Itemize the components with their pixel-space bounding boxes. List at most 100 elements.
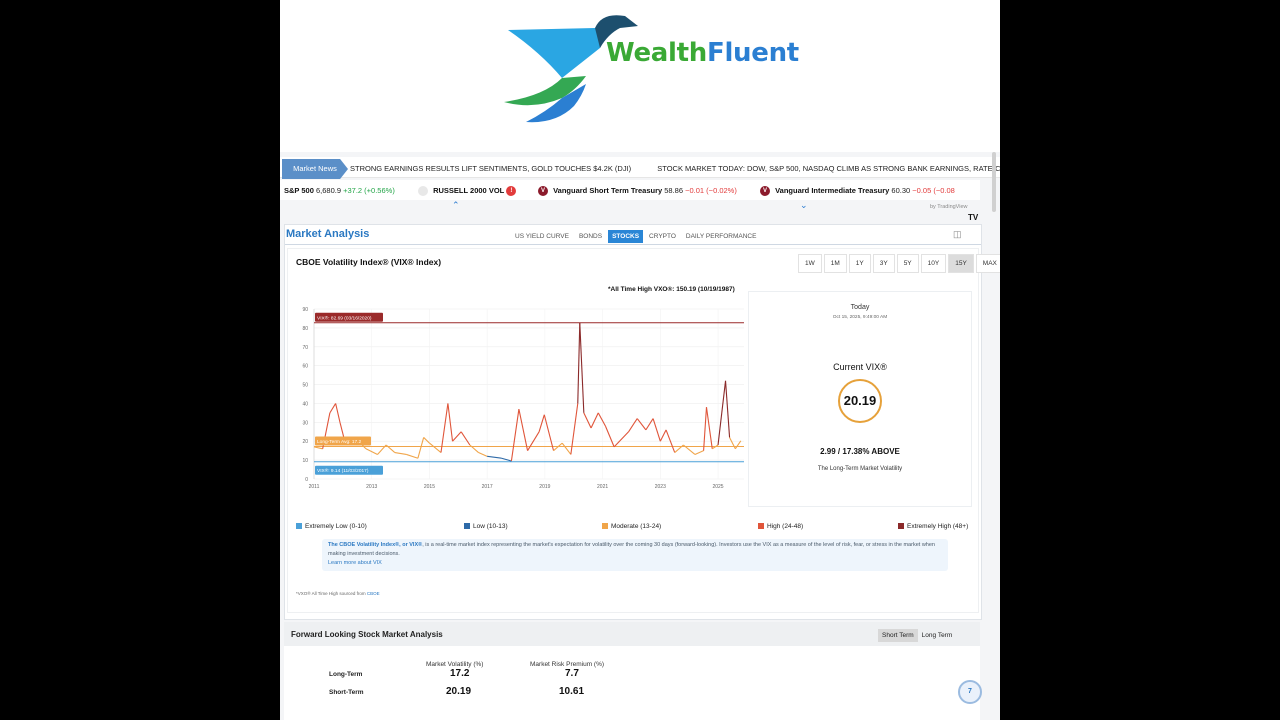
- forward-title: Forward Looking Stock Market Analysis: [291, 630, 443, 639]
- range-max-button[interactable]: MAX: [975, 254, 1000, 273]
- vix-series-segment: [703, 407, 708, 451]
- vix-series-segment: [429, 442, 442, 453]
- vix-series-segment: [335, 403, 341, 423]
- learn-more-link[interactable]: Learn more about VIX: [328, 560, 382, 566]
- quote-sp500[interactable]: S&P 500 6,680.9 +37.2 (+0.56%): [284, 186, 395, 195]
- x-tick-label: 2019: [539, 484, 550, 490]
- news-tag[interactable]: Market News: [282, 159, 348, 179]
- quote-price: 60.30: [891, 186, 911, 195]
- brand-part-1: Wealth: [606, 38, 707, 68]
- vix-series-segment: [734, 440, 742, 450]
- range-1m-button[interactable]: 1M: [823, 254, 847, 273]
- quote-price: 6,680.9: [315, 186, 342, 195]
- column-header-volatility: Market Volatility (%): [426, 661, 484, 668]
- vix-series-segment: [694, 450, 704, 455]
- vix-series-segment: [659, 429, 667, 442]
- today-date: Oct 15, 2025, 9:49:00 AM: [832, 315, 888, 320]
- analysis-tabs: US YIELD CURVE BONDS STOCKS CRYPTO DAILY…: [511, 230, 762, 243]
- range-selector: 1W 1M 1Y 3Y 5Y 10Y 15Y MAX: [796, 254, 1000, 273]
- vix-series-segment: [583, 412, 592, 429]
- range-5y-button[interactable]: 5Y: [896, 254, 919, 273]
- tab-crypto[interactable]: CRYPTO: [645, 230, 680, 243]
- chart-title: CBOE Volatility Index® (VIX® Index): [296, 257, 442, 267]
- quote-change: +37.2 (+0.56%): [343, 186, 395, 195]
- short-term-premium: 10.61: [559, 686, 585, 697]
- page-scrollbar[interactable]: [992, 152, 996, 212]
- russell-logo-icon: [418, 186, 428, 197]
- description-text: , is a real-time market index representi…: [328, 542, 935, 557]
- short-term-button[interactable]: Short Term: [878, 629, 918, 642]
- tab-bonds[interactable]: BONDS: [574, 230, 607, 243]
- cboe-link[interactable]: CBOE: [366, 591, 380, 596]
- quote-russell[interactable]: RUSSELL 2000 VOL !: [418, 186, 519, 197]
- vix-series-segment: [487, 455, 502, 459]
- long-term-premium: 7.7: [565, 668, 579, 679]
- vix-series-segment: [724, 380, 731, 438]
- news-ticker: Market News STRONG EARNINGS RESULTS LIFT…: [280, 157, 1000, 179]
- average-annotation-label-bg: [315, 436, 371, 446]
- car-icon[interactable]: ◫: [953, 229, 962, 239]
- x-tick-label: 2017: [482, 484, 493, 490]
- vix-series-segment: [645, 418, 654, 431]
- chat-help-icon[interactable]: 7: [958, 680, 982, 704]
- current-vix-label: Current VIX®: [833, 362, 887, 372]
- vix-series-segment: [674, 444, 684, 453]
- range-10y-button[interactable]: 10Y: [920, 254, 947, 273]
- vix-series-segment: [440, 403, 449, 453]
- vix-series-segment: [590, 412, 599, 429]
- vix-gauge: 20.19: [838, 379, 882, 423]
- vix-series-segment: [579, 322, 585, 413]
- vix-series-segment: [447, 403, 454, 442]
- current-vix-value: 20.19: [843, 393, 877, 408]
- y-tick-label: 40: [302, 401, 308, 407]
- vix-chart-card: CBOE Volatility Index® (VIX® Index) 1W 1…: [287, 248, 1000, 613]
- y-tick-label: 50: [302, 383, 308, 389]
- chevron-down-icon[interactable]: ⌄: [800, 200, 808, 210]
- app-frame: WealthFluent Market News STRONG EARNINGS…: [280, 0, 1000, 720]
- range-3y-button[interactable]: 3Y: [872, 254, 895, 273]
- vix-series-segment: [717, 380, 727, 446]
- news-headline[interactable]: STRONG EARNINGS RESULTS LIFT SENTIMENTS,…: [350, 164, 632, 173]
- market-analysis-title: Market Analysis: [286, 228, 370, 240]
- today-label: Today: [850, 304, 870, 311]
- quote-vanguard-intermediate[interactable]: V Vanguard Intermediate Treasury 60.30 −…: [760, 186, 955, 197]
- quote-change: −0.05 (−0.08: [912, 186, 955, 195]
- vix-series-segment: [665, 429, 676, 453]
- news-headline[interactable]: STOCK MARKET TODAY: DOW, S&P 500, NASDAQ…: [657, 164, 1000, 173]
- alert-icon: !: [506, 186, 517, 197]
- y-tick-label: 20: [302, 439, 308, 445]
- vix-series-segment: [365, 448, 378, 455]
- range-1w-button[interactable]: 1W: [798, 254, 822, 273]
- tradingview-credit[interactable]: by TradingView: [930, 204, 968, 210]
- vix-series-segment: [538, 414, 545, 432]
- vix-series-segment: [604, 425, 615, 448]
- vix-series-segment: [636, 418, 647, 431]
- long-term-button[interactable]: Long Term: [921, 632, 953, 639]
- short-term-volatility: 20.19: [446, 686, 472, 697]
- quote-vanguard-short[interactable]: V Vanguard Short Term Treasury 58.86 −0.…: [538, 186, 737, 197]
- quote-name: RUSSELL 2000 VOL: [433, 186, 505, 195]
- range-1y-button[interactable]: 1Y: [848, 254, 871, 273]
- range-15y-button[interactable]: 15Y: [948, 254, 974, 273]
- site-content: Market News STRONG EARNINGS RESULTS LIFT…: [280, 152, 1000, 720]
- legend-item: Moderate (13-24): [602, 523, 661, 530]
- x-tick-label: 2023: [655, 484, 666, 490]
- x-tick-label: 2021: [597, 484, 608, 490]
- vix-series-segment: [423, 437, 430, 444]
- y-tick-label: 0: [305, 477, 308, 483]
- legend-swatch: [464, 523, 470, 529]
- tradingview-logo-icon[interactable]: TV: [968, 213, 979, 222]
- vix-series-segment: [628, 418, 638, 433]
- tab-daily-performance[interactable]: DAILY PERFORMANCE: [681, 230, 761, 243]
- vix-series-segment: [501, 457, 512, 462]
- column-header-premium: Market Risk Premium (%): [530, 661, 605, 668]
- tab-us-yield-curve[interactable]: US YIELD CURVE: [511, 230, 573, 243]
- chevron-up-icon[interactable]: ⌃: [452, 200, 460, 210]
- news-headlines: STRONG EARNINGS RESULTS LIFT SENTIMENTS,…: [350, 164, 1000, 173]
- y-tick-label: 70: [302, 345, 308, 351]
- vix-series-segment: [561, 442, 572, 455]
- current-vix-card: Today Oct 15, 2025, 9:49:00 AM Current V…: [748, 291, 972, 507]
- legend-swatch: [898, 523, 904, 529]
- forward-analysis-section: Forward Looking Stock Market Analysis Sh…: [284, 622, 980, 720]
- tab-stocks[interactable]: STOCKS: [608, 230, 644, 243]
